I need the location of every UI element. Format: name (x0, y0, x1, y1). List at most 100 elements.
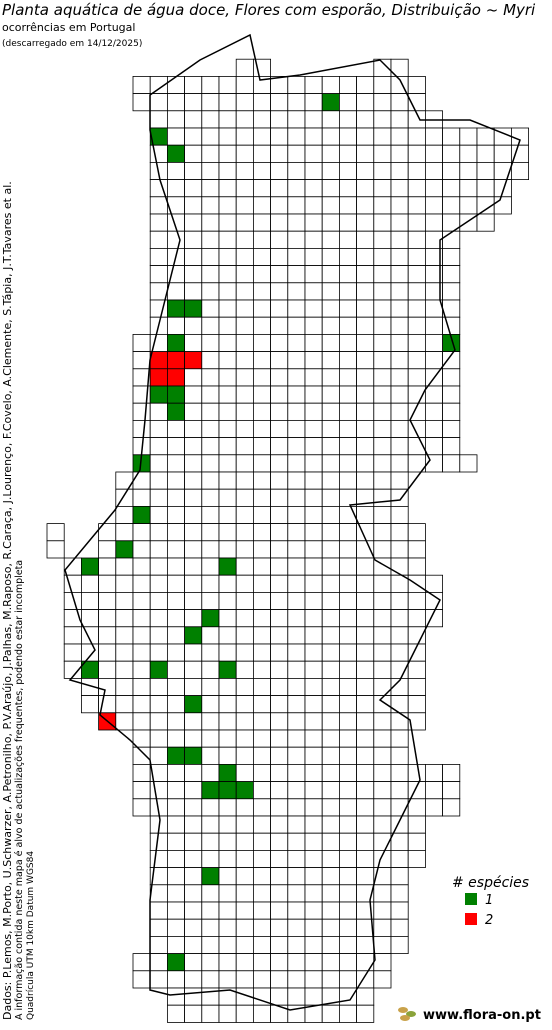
grid-cell (373, 316, 392, 335)
grid-cell (459, 144, 478, 163)
grid-cell (149, 144, 168, 163)
grid-cell (304, 351, 323, 370)
grid-cell (304, 454, 323, 473)
grid-cell (338, 333, 357, 352)
grid-cell (235, 523, 254, 542)
grid-cell (218, 936, 237, 955)
grid-cell (304, 505, 323, 524)
grid-cell (304, 953, 323, 972)
occupied-cell (166, 144, 185, 163)
occupied-cell (166, 953, 185, 972)
grid-cell (115, 523, 134, 542)
grid-cell (201, 850, 220, 869)
grid-cell (218, 729, 237, 748)
grid-cell (184, 144, 203, 163)
grid-cell (356, 76, 375, 95)
grid-cell (373, 230, 392, 249)
grid-cell (338, 850, 357, 869)
grid-cell (252, 815, 271, 834)
grid-cell (184, 660, 203, 679)
grid-cell (252, 454, 271, 473)
grid-cell (304, 867, 323, 886)
grid-cell (373, 368, 392, 387)
grid-cell (390, 815, 409, 834)
grid-cell (218, 678, 237, 697)
grid-cell (235, 901, 254, 920)
grid-cell (424, 316, 443, 335)
grid-cell (390, 213, 409, 232)
grid-cell (304, 695, 323, 714)
grid-cell (132, 76, 151, 95)
grid-cell (321, 488, 340, 507)
grid-cell (218, 815, 237, 834)
grid-cell (287, 574, 306, 593)
grid-cell (390, 901, 409, 920)
grid-cell (270, 144, 289, 163)
grid-cell (321, 678, 340, 697)
grid-cell (235, 850, 254, 869)
occupied-cell (235, 781, 254, 800)
grid-cell (442, 247, 461, 266)
grid-cell (252, 179, 271, 198)
grid-cell (321, 557, 340, 576)
occupied-cell (166, 402, 185, 421)
grid-cell (184, 93, 203, 112)
grid-cell (304, 230, 323, 249)
grid-cell (304, 557, 323, 576)
grid-cell (218, 351, 237, 370)
grid-cell (442, 230, 461, 249)
grid-cell (407, 196, 426, 215)
grid-cell (201, 316, 220, 335)
occupied-cell (201, 781, 220, 800)
grid-cell (201, 1004, 220, 1023)
grid-cell (270, 247, 289, 266)
grid-cell (201, 832, 220, 851)
grid-cell (201, 110, 220, 129)
grid-cell (132, 609, 151, 628)
grid-cell (304, 402, 323, 421)
grid-cell (132, 626, 151, 645)
grid-cell (184, 678, 203, 697)
grid-cell (321, 918, 340, 937)
grid-cell (166, 609, 185, 628)
grid-cell (252, 626, 271, 645)
grid-cell (149, 523, 168, 542)
grid-cell (304, 970, 323, 989)
grid-cell (407, 712, 426, 731)
site-link[interactable]: www.flora-on.pt (423, 1008, 541, 1023)
grid-cell (235, 58, 254, 77)
grid-cell (287, 660, 306, 679)
grid-cell (321, 746, 340, 765)
grid-cell (407, 333, 426, 352)
grid-cell (304, 76, 323, 95)
grid-cell (304, 282, 323, 301)
grid-cell (321, 832, 340, 851)
grid-cell (304, 540, 323, 559)
grid-cell (321, 729, 340, 748)
grid-cell (424, 179, 443, 198)
grid-cell (287, 419, 306, 438)
legend-swatch (465, 893, 477, 905)
grid-cell (373, 798, 392, 817)
grid-cell (338, 660, 357, 679)
grid-cell (373, 299, 392, 318)
grid-cell (149, 970, 168, 989)
grid-cell (373, 936, 392, 955)
grid-cell (184, 867, 203, 886)
grid-cell (442, 402, 461, 421)
grid-cell (356, 987, 375, 1006)
grid-cell (270, 626, 289, 645)
grid-cell (184, 1004, 203, 1023)
grid-cell (407, 247, 426, 266)
grid-cell (235, 144, 254, 163)
grid-cell (115, 609, 134, 628)
grid-cell (373, 110, 392, 129)
grid-cell (115, 592, 134, 611)
grid-cell (321, 127, 340, 146)
grid-cell (338, 574, 357, 593)
grid-cell (252, 488, 271, 507)
grid-cell (218, 333, 237, 352)
grid-cell (390, 385, 409, 404)
legend-label: 1 (485, 893, 493, 908)
grid-cell (201, 540, 220, 559)
